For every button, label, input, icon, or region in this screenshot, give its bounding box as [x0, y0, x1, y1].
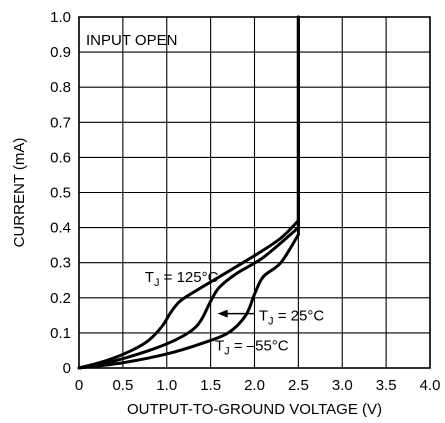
x-tick-label: 1.5 — [200, 377, 221, 394]
y-tick-label: 0.2 — [50, 290, 71, 307]
x-axis-ticks: 0 0.5 1.0 1.5 2.0 2.5 3.0 3.5 4.0 — [75, 377, 441, 394]
series-label-125c: TJ = 125°C — [145, 269, 219, 289]
y-tick-label: 1.0 — [50, 9, 71, 26]
x-tick-label: 1.0 — [156, 377, 177, 394]
x-tick-label: 3.0 — [332, 377, 353, 394]
grid — [79, 17, 430, 368]
x-tick-label: 3.5 — [376, 377, 397, 394]
condition-label: INPUT OPEN — [86, 32, 177, 49]
arrow-head-25c — [218, 310, 228, 318]
y-axis-ticks: 0 0.1 0.2 0.3 0.4 0.5 0.6 0.7 0.8 0.9 1.0 — [50, 9, 71, 377]
x-tick-label: 2.5 — [288, 377, 309, 394]
x-tick-label: 0.5 — [112, 377, 133, 394]
x-tick-label: 2.0 — [244, 377, 265, 394]
y-tick-label: 0.6 — [50, 149, 71, 166]
x-axis-label: OUTPUT-TO-GROUND VOLTAGE (V) — [127, 401, 382, 418]
y-tick-label: 0 — [63, 360, 71, 377]
y-tick-label: 0.9 — [50, 44, 71, 61]
y-tick-label: 0.8 — [50, 79, 71, 96]
x-tick-label: 0 — [75, 377, 83, 394]
y-tick-label: 0.3 — [50, 255, 71, 272]
series-label-minus55c: TJ = –55°C — [215, 337, 289, 357]
y-tick-label: 0.1 — [50, 325, 71, 342]
y-axis-label: CURRENT (mA) — [11, 138, 28, 248]
y-tick-label: 0.7 — [50, 114, 71, 131]
x-tick-label: 4.0 — [420, 377, 441, 394]
series-label-25c: TJ = 25°C — [259, 308, 324, 328]
y-tick-label: 0.5 — [50, 185, 71, 202]
y-tick-label: 0.4 — [50, 220, 71, 237]
